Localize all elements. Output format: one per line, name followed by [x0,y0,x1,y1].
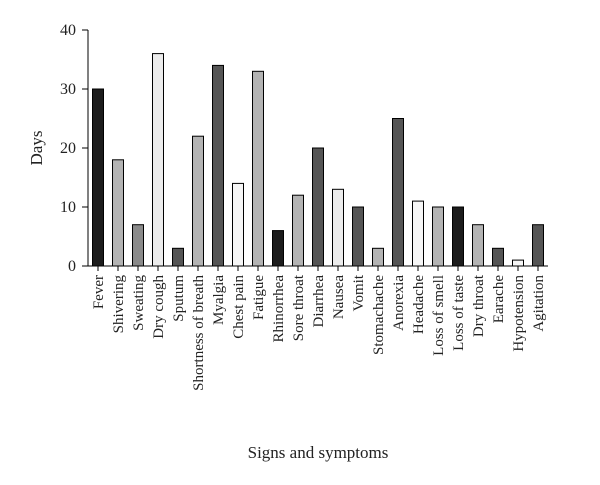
bar [492,247,504,267]
x-tick-label: Fever [91,275,107,309]
bar [92,88,104,267]
x-tick-label: Loss of taste [451,275,467,351]
x-tick-label: Stomachache [371,275,387,355]
bar [432,206,444,267]
x-axis [88,265,548,271]
x-tick-label: Chest pain [231,275,247,339]
bar [452,206,464,267]
x-tick-label: Sputum [171,275,187,322]
bar [472,224,484,267]
bar [152,53,164,267]
category-labels: Fever Shivering Sweating Dry cough Sputum Sho… [91,274,547,391]
y-tick-label: 10 [60,199,76,216]
bar [212,64,224,267]
bar [292,194,304,267]
x-tick-label: Myalgia [211,275,227,325]
x-tick-label: Sore throat [291,274,307,341]
x-tick-label: Hypotension [511,275,527,352]
x-tick-label: Earache [491,275,507,324]
y-tick-label: 0 [68,258,76,275]
x-axis-title: Signs and symptoms [248,443,389,462]
x-tick-label: Nausea [331,275,347,319]
bar [312,147,324,267]
bar [332,188,344,267]
x-tick-label: Loss of smell [431,275,447,356]
x-tick-label: Anorexia [391,275,407,331]
x-tick-label: Diarrhea [311,275,327,328]
bar [232,182,244,267]
bar [412,200,424,267]
y-axis: 0 10 20 30 40 [60,22,89,275]
bar [352,206,364,267]
x-tick-label: Rhinorrhea [271,275,287,343]
x-tick-label: Fatigue [251,275,267,320]
x-tick-label: Shortness of breath [191,275,207,391]
x-tick-label: Headache [411,275,427,334]
x-tick-label: Vomit [351,274,367,311]
bar [532,224,544,267]
y-axis-title: Days [27,131,46,166]
x-tick-label: Sweating [131,275,147,331]
bar [172,247,184,267]
bar [252,70,264,267]
bar [112,159,124,267]
x-tick-label: Dry cough [151,275,167,339]
bar [132,224,144,267]
bar [512,259,524,267]
x-tick-label: Agitation [531,275,547,332]
bar [192,135,204,267]
bar [392,118,404,267]
y-tick-label: 30 [60,81,76,98]
y-tick-label: 40 [60,22,76,39]
y-tick-label: 20 [60,140,76,157]
x-tick-label: Dry throat [471,274,487,337]
bar [372,247,384,267]
bars [92,53,544,267]
x-tick-label: Shivering [111,275,127,334]
bar [272,230,284,267]
